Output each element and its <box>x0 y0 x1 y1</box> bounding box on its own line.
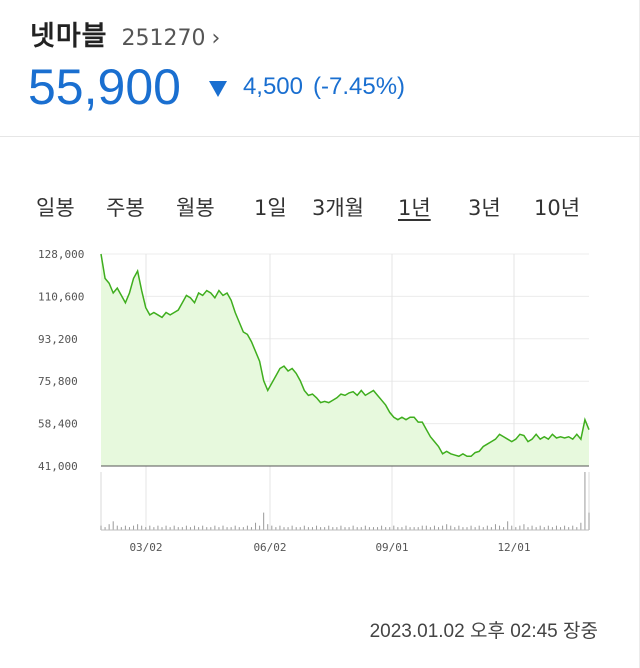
period-tabs: 일봉 주봉 월봉 1일 3개월 1년 3년 10년 <box>36 192 596 224</box>
divider <box>0 136 640 137</box>
y-tick-label: 93,200 <box>38 333 78 346</box>
stock-code-link[interactable]: 251270 <box>121 26 206 51</box>
current-price: 55,900 <box>28 59 181 115</box>
tab-weekly[interactable]: 주봉 <box>106 196 145 220</box>
y-tick-label: 41,000 <box>38 460 78 473</box>
tab-1year[interactable]: 1년 <box>398 196 431 220</box>
x-tick-label: 12/01 <box>497 541 530 554</box>
price-line <box>100 253 590 458</box>
y-tick-label: 75,800 <box>38 375 78 388</box>
tab-10years[interactable]: 10년 <box>534 196 581 220</box>
tab-monthly[interactable]: 월봉 <box>176 196 215 220</box>
x-tick-label: 03/02 <box>129 541 162 554</box>
y-tick-label: 58,400 <box>38 418 78 431</box>
y-tick-label: 110,600 <box>38 290 84 303</box>
down-triangle-icon <box>208 81 227 97</box>
price-row: 55,900 4,500 (-7.45%) <box>28 58 405 116</box>
tab-1day[interactable]: 1일 <box>254 196 287 220</box>
chevron-right-icon[interactable]: › <box>211 26 221 51</box>
tab-3months[interactable]: 3개월 <box>312 196 365 220</box>
y-tick-label: 128,000 <box>38 248 84 261</box>
stock-header: 넷마블 251270 › <box>30 14 220 53</box>
price-change-rate: (-7.45%) <box>313 73 406 100</box>
price-change: 4,500 <box>242 73 303 100</box>
x-tick-label: 06/02 <box>253 541 286 554</box>
price-chart[interactable]: 128,000 110,600 93,200 75,800 58,400 41,000 03… <box>0 238 640 568</box>
tab-daily[interactable]: 일봉 <box>36 196 75 220</box>
timestamp: 2023.01.02 오후 02:45 장중 <box>369 621 598 642</box>
tab-3years[interactable]: 3년 <box>468 196 501 220</box>
price-area-fill <box>101 254 589 466</box>
stock-name: 넷마블 <box>30 21 108 52</box>
x-tick-label: 09/01 <box>375 541 408 554</box>
